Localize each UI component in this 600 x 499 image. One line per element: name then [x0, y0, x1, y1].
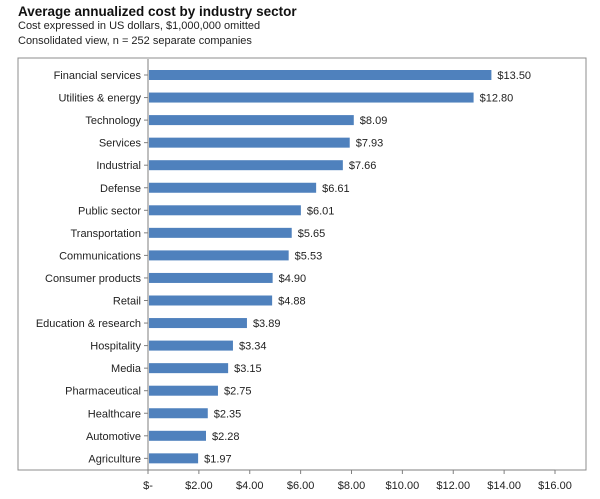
bar [149, 408, 208, 419]
category-label: Utilities & energy [58, 93, 141, 105]
value-label: $3.89 [253, 318, 281, 330]
bar [149, 453, 199, 464]
bar [149, 340, 233, 351]
value-label: $4.88 [278, 296, 306, 308]
bar [149, 137, 350, 148]
category-label: Industrial [96, 160, 141, 172]
bar [149, 92, 474, 103]
x-tick-label: $10.00 [386, 480, 420, 492]
category-label: Communications [59, 250, 141, 262]
x-tick-label: $16.00 [538, 480, 572, 492]
category-label: Transportation [70, 228, 141, 240]
value-label: $4.90 [279, 273, 307, 285]
category-label: Retail [113, 296, 141, 308]
chart-title: Average annualized cost by industry sect… [18, 4, 297, 19]
category-label: Media [111, 363, 142, 375]
bar [149, 318, 247, 329]
bar [149, 430, 206, 441]
value-label: $6.61 [322, 183, 350, 195]
category-label: Education & research [36, 318, 141, 330]
value-label: $13.50 [497, 70, 531, 82]
bar [149, 182, 317, 193]
value-label: $3.34 [239, 341, 267, 353]
bar [149, 70, 492, 80]
x-tick-label: $6.00 [287, 480, 315, 492]
value-label: $1.97 [204, 453, 232, 465]
category-label: Agriculture [88, 453, 141, 465]
x-tick-label: $4.00 [236, 480, 264, 492]
category-label: Pharmaceutical [65, 386, 141, 398]
bar [149, 227, 292, 238]
x-tick-label: $12.00 [436, 480, 470, 492]
value-label: $7.66 [349, 160, 377, 172]
bar [149, 295, 273, 306]
category-label: Healthcare [88, 408, 141, 420]
chart-subtitle-sample: Consolidated view, n = 252 separate comp… [18, 35, 252, 47]
category-label: Technology [85, 115, 141, 127]
category-label: Automotive [86, 431, 141, 443]
value-label: $7.93 [356, 138, 384, 150]
category-label: Public sector [78, 205, 141, 217]
chart-subtitle-units: Cost expressed in US dollars, $1,000,000… [18, 20, 261, 32]
value-label: $5.65 [298, 228, 326, 240]
category-label: Services [99, 138, 142, 150]
category-label: Defense [100, 183, 141, 195]
bar [149, 385, 218, 396]
value-label: $2.75 [224, 386, 252, 398]
category-label: Hospitality [90, 341, 141, 353]
value-label: $3.15 [234, 363, 262, 375]
x-tick-label: $2.00 [185, 480, 213, 492]
value-label: $5.53 [295, 250, 323, 262]
value-label: $2.35 [214, 408, 242, 420]
value-label: $12.80 [480, 93, 514, 105]
bar [149, 205, 301, 216]
x-tick-label: $14.00 [487, 480, 521, 492]
bar [149, 250, 289, 261]
x-tick-label: $8.00 [338, 480, 366, 492]
value-label: $6.01 [307, 205, 335, 217]
bar [149, 115, 354, 126]
category-label: Financial services [54, 70, 142, 82]
category-label: Consumer products [45, 273, 141, 285]
x-tick-label: $- [143, 480, 153, 492]
bar [149, 160, 343, 171]
bar [149, 272, 273, 283]
bar [149, 363, 229, 374]
value-label: $8.09 [360, 115, 388, 127]
value-label: $2.28 [212, 431, 240, 443]
